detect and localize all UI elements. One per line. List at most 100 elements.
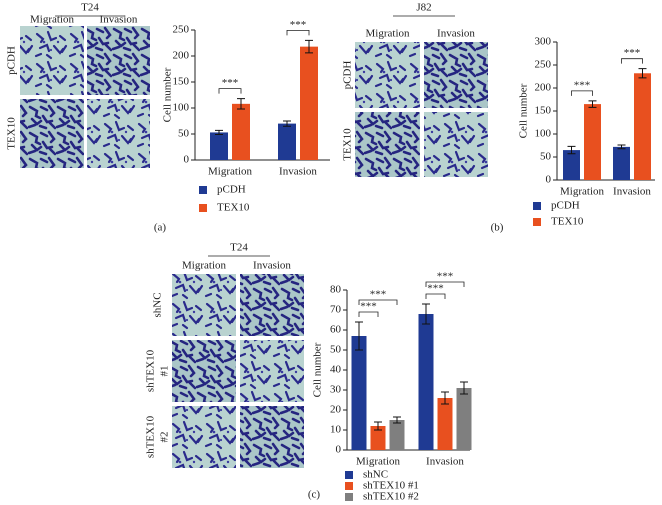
legend-label: shTEX10 #2	[363, 491, 419, 503]
row-label: #2	[159, 432, 171, 443]
column-label: Migration	[30, 14, 74, 26]
y-tick-label: 50	[330, 344, 342, 356]
row-label: shNC	[152, 292, 164, 317]
legend-label: TEX10	[551, 216, 584, 228]
legend-swatch	[345, 482, 353, 490]
significance-bracket	[218, 88, 242, 94]
x-tick-label: Migration	[356, 456, 400, 468]
significance-bracket	[621, 58, 643, 64]
y-tick-label: 20	[330, 404, 342, 416]
error-bar	[355, 321, 363, 351]
column-label: Invasion	[437, 28, 475, 40]
legend-label: shTEX10 #1	[363, 480, 419, 492]
legend-swatch	[199, 186, 207, 194]
legend-swatch	[199, 204, 207, 212]
x-tick-label: Invasion	[426, 456, 464, 468]
significance-label: ***	[574, 79, 591, 91]
row-label: TEX10	[6, 117, 18, 150]
y-axis-label: Cell number	[312, 342, 324, 397]
significance-bracket	[425, 293, 446, 299]
bar	[437, 398, 453, 450]
bar	[351, 336, 367, 450]
column-label: Migration	[182, 260, 226, 272]
y-tick-label: 0	[336, 444, 342, 456]
panel-label: (c)	[308, 489, 321, 501]
significance-label: ***	[624, 47, 641, 59]
error-bar	[617, 144, 626, 150]
bar	[232, 103, 250, 160]
y-axis-label: Cell number	[162, 67, 174, 122]
legend-label: pCDH	[551, 200, 580, 212]
bar	[418, 314, 434, 450]
y-tick-label: 100	[535, 128, 552, 140]
error-bar	[588, 100, 597, 108]
error-bar	[422, 303, 430, 325]
y-tick-label: 200	[173, 50, 190, 62]
bar	[563, 150, 580, 180]
y-tick-label: 40	[330, 364, 342, 376]
y-tick-label: 150	[173, 76, 190, 88]
error-bar	[460, 381, 468, 395]
significance-label: ***	[437, 271, 454, 283]
error-bar	[393, 416, 401, 424]
bar	[370, 426, 386, 450]
significance-bracket	[571, 90, 593, 96]
column-label: Invasion	[253, 260, 291, 272]
legend-swatch	[533, 202, 541, 210]
x-tick-label: Invasion	[279, 166, 317, 178]
column-label: Invasion	[100, 14, 138, 26]
micrograph	[424, 42, 488, 108]
y-tick-label: 200	[535, 82, 552, 94]
legend-swatch	[533, 218, 541, 226]
micrograph	[172, 406, 236, 468]
micrograph	[172, 340, 236, 402]
significance-label: ***	[427, 283, 444, 295]
y-tick-label: 80	[330, 284, 342, 296]
bar	[300, 46, 318, 160]
y-tick-label: 50	[540, 151, 552, 163]
y-tick-label: 10	[330, 424, 342, 436]
bar	[278, 123, 296, 160]
significance-label: ***	[360, 301, 377, 313]
legend-label: pCDH	[217, 184, 246, 196]
y-tick-label: 100	[173, 102, 190, 114]
micrograph	[172, 274, 236, 336]
legend-swatch	[345, 471, 353, 479]
x-tick-label: Migration	[560, 186, 604, 198]
panel-label: (b)	[491, 222, 504, 234]
y-tick-label: 250	[535, 59, 552, 71]
micrograph	[87, 99, 150, 168]
row-label: shTEX10	[145, 349, 157, 392]
error-bar	[441, 391, 449, 405]
error-bar	[215, 129, 223, 136]
micrograph	[424, 112, 488, 177]
error-bar	[305, 39, 313, 54]
significance-bracket	[286, 30, 310, 36]
micrograph	[87, 26, 150, 95]
bar	[634, 73, 651, 180]
y-tick-label: 60	[330, 324, 342, 336]
bar	[456, 388, 472, 450]
micrograph	[355, 42, 420, 108]
cell-line-label: T24	[81, 2, 99, 14]
x-tick-label: Invasion	[613, 186, 651, 198]
bar	[584, 104, 601, 180]
micrograph	[355, 112, 420, 177]
error-bar	[567, 145, 576, 155]
y-tick-label: 50	[178, 128, 190, 140]
significance-bracket	[425, 281, 465, 287]
row-label: pCDH	[6, 46, 18, 75]
y-tick-label: 0	[184, 154, 190, 166]
x-tick-label: Migration	[208, 166, 252, 178]
row-label: #1	[159, 366, 171, 377]
bar	[210, 132, 228, 160]
significance-label: ***	[370, 289, 387, 301]
error-bar	[283, 120, 291, 127]
bar	[389, 420, 405, 450]
cell-line-label: J82	[416, 2, 431, 14]
legend-label: TEX10	[217, 202, 250, 214]
cell-line-label: T24	[230, 242, 248, 254]
y-tick-label: 70	[330, 304, 342, 316]
significance-bracket	[358, 311, 379, 317]
